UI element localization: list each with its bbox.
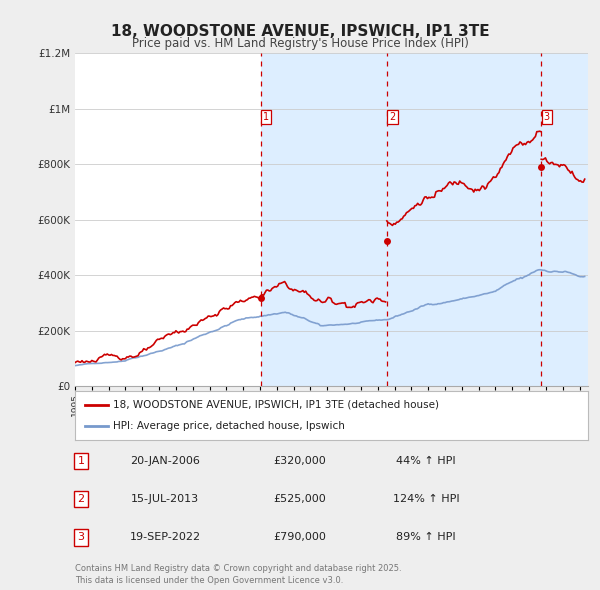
Text: £320,000: £320,000 (274, 456, 326, 466)
Text: 1: 1 (263, 112, 269, 122)
Text: 89% ↑ HPI: 89% ↑ HPI (396, 533, 456, 542)
Bar (541, 53, 600, 386)
Text: 18, WOODSTONE AVENUE, IPSWICH, IP1 3TE (detached house): 18, WOODSTONE AVENUE, IPSWICH, IP1 3TE (… (113, 399, 439, 409)
Text: 18, WOODSTONE AVENUE, IPSWICH, IP1 3TE: 18, WOODSTONE AVENUE, IPSWICH, IP1 3TE (110, 24, 490, 38)
Text: 15-JUL-2013: 15-JUL-2013 (131, 494, 199, 504)
Text: £790,000: £790,000 (274, 533, 326, 542)
Text: 3: 3 (544, 112, 550, 122)
Text: 44% ↑ HPI: 44% ↑ HPI (396, 456, 456, 466)
Text: 3: 3 (77, 533, 85, 542)
Text: Price paid vs. HM Land Registry's House Price Index (HPI): Price paid vs. HM Land Registry's House … (131, 37, 469, 50)
Text: 124% ↑ HPI: 124% ↑ HPI (392, 494, 460, 504)
Bar (261, 53, 387, 386)
Text: HPI: Average price, detached house, Ipswich: HPI: Average price, detached house, Ipsw… (113, 421, 346, 431)
Text: £525,000: £525,000 (274, 494, 326, 504)
Text: Contains HM Land Registry data © Crown copyright and database right 2025.
This d: Contains HM Land Registry data © Crown c… (75, 565, 401, 585)
Bar (387, 53, 541, 386)
Text: 1: 1 (77, 456, 85, 466)
Text: 2: 2 (389, 112, 395, 122)
Text: 19-SEP-2022: 19-SEP-2022 (130, 533, 200, 542)
Text: 20-JAN-2006: 20-JAN-2006 (130, 456, 200, 466)
Text: 2: 2 (77, 494, 85, 504)
